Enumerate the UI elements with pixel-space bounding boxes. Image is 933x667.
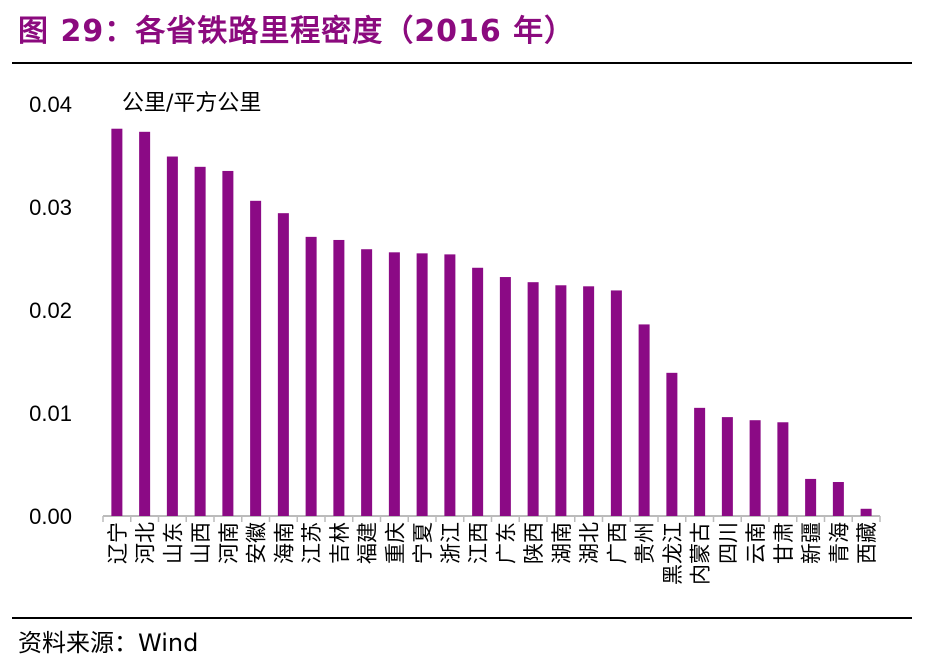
- x-tick-label: 贵州: [633, 522, 657, 564]
- x-tick-label: 重庆: [383, 522, 407, 564]
- x-tick-label: 浙江: [439, 522, 463, 564]
- bar-河北: [139, 131, 151, 516]
- x-tick-label: 辽宁: [106, 522, 130, 564]
- y-tick-label: 0.00: [29, 504, 72, 529]
- x-tick-label: 四川: [716, 522, 740, 564]
- bar-云南: [749, 420, 761, 516]
- x-tick-label: 河北: [134, 522, 158, 564]
- x-tick-label: 甘肃: [772, 522, 796, 564]
- bar-黑龙江: [666, 372, 678, 516]
- bar-陕西: [527, 282, 539, 516]
- x-tick-label: 安徽: [245, 522, 269, 564]
- bar-贵州: [638, 324, 650, 516]
- bar-福建: [361, 249, 373, 517]
- y-axis-unit: 公里/平方公里: [122, 91, 261, 116]
- x-tick-label: 宁夏: [411, 522, 435, 564]
- x-tick-label: 海南: [272, 522, 296, 564]
- figure-title: 图 29：各省铁路里程密度（2016 年）: [18, 14, 576, 49]
- x-tick-label: 河南: [217, 522, 241, 564]
- bar-山西: [194, 166, 206, 516]
- x-tick-label: 湖北: [578, 522, 602, 564]
- x-tick-label: 西藏: [855, 522, 879, 564]
- bar-辽宁: [111, 128, 123, 516]
- bar-广东: [499, 277, 511, 516]
- bar-江西: [472, 267, 484, 516]
- x-tick-label: 青海: [827, 522, 851, 564]
- bar-浙江: [444, 254, 456, 516]
- bar-吉林: [333, 239, 345, 516]
- x-tick-label: 广东: [494, 522, 518, 564]
- x-tick-label: 陕西: [522, 522, 546, 564]
- x-tick-label: 黑龙江: [661, 522, 685, 585]
- y-tick-label: 0.02: [29, 298, 72, 323]
- bar-安徽: [250, 200, 262, 516]
- x-tick-label: 广西: [605, 522, 629, 564]
- x-tick-label: 福建: [356, 522, 380, 564]
- bar-新疆: [805, 478, 817, 516]
- y-tick-label: 0.03: [29, 195, 72, 220]
- x-tick-label: 山西: [189, 522, 213, 564]
- bar-湖北: [583, 286, 595, 516]
- bar-宁夏: [416, 253, 428, 516]
- y-tick-label: 0.04: [29, 92, 72, 117]
- bar-甘肃: [777, 422, 789, 516]
- bar-河南: [222, 170, 234, 516]
- x-tick-label: 山东: [161, 522, 185, 564]
- x-tick-label: 江苏: [300, 522, 324, 564]
- x-tick-label: 新疆: [800, 522, 824, 564]
- bar-江苏: [305, 236, 317, 516]
- x-tick-label: 湖南: [550, 522, 574, 564]
- bar-西藏: [860, 508, 872, 516]
- x-tick-label: 内蒙古: [689, 522, 713, 585]
- bar-广西: [610, 290, 622, 516]
- bar-重庆: [388, 252, 400, 516]
- bar-四川: [721, 417, 733, 516]
- bar-内蒙古: [694, 407, 706, 516]
- bottom-rule: [12, 617, 912, 619]
- x-tick-label: 吉林: [328, 522, 352, 564]
- bar-青海: [832, 482, 844, 516]
- bar-海南: [277, 213, 289, 516]
- source-note: 资料来源：Wind: [18, 629, 199, 657]
- bar-湖南: [555, 285, 567, 516]
- bar-山东: [166, 156, 178, 516]
- x-tick-label: 江西: [467, 522, 491, 564]
- x-tick-label: 云南: [744, 522, 768, 564]
- y-tick-label: 0.01: [29, 401, 72, 426]
- top-rule: [12, 62, 912, 64]
